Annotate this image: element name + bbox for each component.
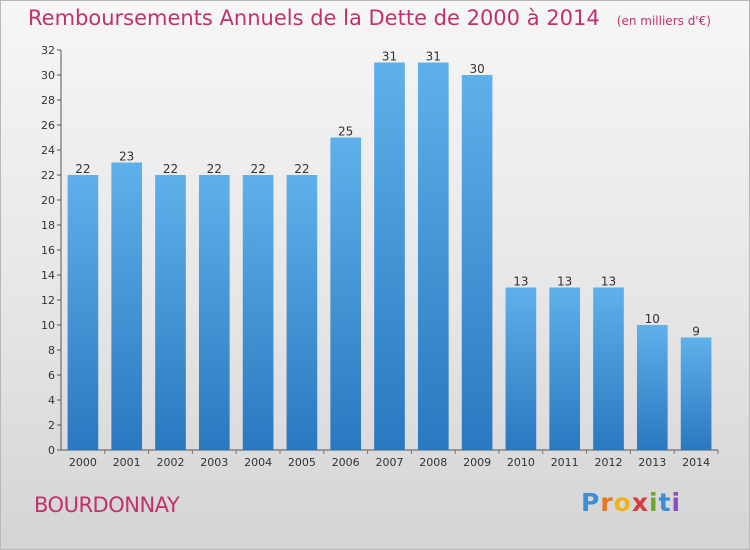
logo-letter: P [581, 488, 601, 517]
y-tick-label: 4 [48, 394, 55, 407]
commune-name: BOURDONNAY [34, 493, 180, 517]
x-tick-label: 2008 [419, 456, 447, 469]
bar-value-label: 22 [294, 162, 309, 176]
bar [680, 337, 712, 450]
x-tick-label: 2005 [288, 456, 316, 469]
bar [505, 287, 537, 450]
y-tick-label: 28 [41, 94, 55, 107]
y-tick-label: 2 [48, 419, 55, 432]
x-axis: 2000 2001 2002 2003 2004 2005 2006 2007 2008 2009… [61, 449, 719, 469]
x-tick-label: 2003 [200, 456, 228, 469]
bar [67, 175, 99, 450]
bar-value-label: 31 [426, 50, 441, 64]
logo-letter: x [631, 488, 649, 517]
logo-letter: o [613, 488, 632, 517]
bar-value-label: 22 [207, 162, 222, 176]
bar-value-label: 31 [382, 50, 397, 64]
bar-value-label: 23 [119, 150, 134, 164]
y-tick-label: 18 [41, 219, 55, 232]
bars [67, 62, 712, 450]
logo-letter: t [658, 488, 672, 517]
x-tick-label: 2011 [551, 456, 579, 469]
y-tick-label: 0 [48, 444, 55, 457]
bar-value-label: 13 [601, 275, 616, 289]
bar [155, 175, 186, 450]
y-tick-label: 20 [41, 194, 55, 207]
bar-value-label: 13 [557, 275, 572, 289]
bar-value-label: 30 [469, 62, 484, 76]
x-tick-label: 2004 [244, 456, 272, 469]
bar [417, 62, 449, 450]
value-labels: 22 23 22 22 22 22 25 31 31 30 13 13 13 10 9 [75, 50, 700, 339]
logo-letter: i [649, 488, 659, 517]
bar [549, 287, 581, 450]
y-tick-label: 30 [41, 69, 55, 82]
chart-title: Remboursements Annuels de la Dette de 20… [28, 6, 711, 30]
chart-subtitle: (en milliers d'€) [616, 14, 711, 28]
y-tick-label: 24 [41, 144, 55, 157]
x-tick-label: 2013 [638, 456, 666, 469]
x-tick-label: 2000 [69, 456, 97, 469]
x-tick-label: 2014 [682, 456, 710, 469]
y-tick-label: 22 [41, 169, 55, 182]
bar [242, 175, 274, 450]
bar [374, 62, 405, 450]
x-tick-label: 2012 [595, 456, 623, 469]
bar [593, 287, 624, 450]
bar [461, 75, 493, 450]
logo-letter: i [671, 488, 682, 517]
x-tick-label: 2002 [157, 456, 185, 469]
x-tick-label: 2001 [113, 456, 141, 469]
x-tick-label: 2007 [376, 456, 404, 469]
bar-value-label: 10 [645, 312, 660, 326]
bar-value-label: 25 [338, 125, 353, 139]
bar-value-label: 22 [250, 162, 265, 176]
x-tick-label: 2006 [332, 456, 360, 469]
logo-letter: r [600, 488, 614, 517]
bar [636, 325, 668, 450]
bar-value-label: 22 [163, 162, 178, 176]
y-tick-label: 16 [41, 244, 55, 257]
bar [111, 162, 143, 450]
y-tick-label: 12 [41, 294, 55, 307]
bar-value-label: 13 [513, 275, 528, 289]
x-tick-label: 2010 [507, 456, 535, 469]
y-tick-label: 26 [41, 119, 55, 132]
y-tick-label: 8 [48, 344, 55, 357]
y-tick-label: 10 [41, 319, 55, 332]
bar [198, 175, 230, 450]
bar-value-label: 9 [692, 325, 700, 339]
y-tick-label: 32 [41, 44, 55, 57]
y-tick-label: 6 [48, 369, 55, 382]
bar [330, 137, 362, 450]
bar [286, 175, 318, 450]
proxiti-logo: Proxiti [581, 488, 681, 517]
x-tick-label: 2009 [463, 456, 491, 469]
bar-value-label: 22 [75, 162, 90, 176]
y-tick-label: 14 [41, 269, 55, 282]
chart-title-text: Remboursements Annuels de la Dette de 20… [28, 6, 600, 30]
